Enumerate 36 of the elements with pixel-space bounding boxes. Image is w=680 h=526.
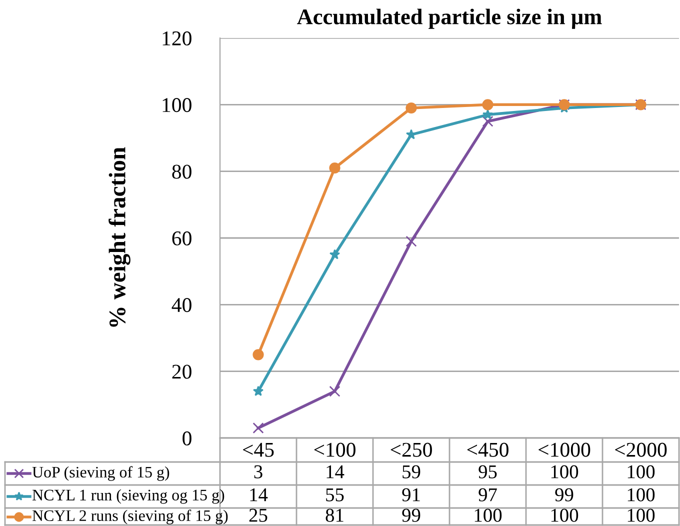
x-tick-label: <250: [390, 442, 432, 457]
data-label: 95: [478, 465, 497, 478]
x-tick-label: <45: [243, 442, 274, 457]
y-tick-label: 20: [172, 364, 192, 379]
data-label: 100: [551, 465, 578, 478]
data-label: 99: [555, 488, 574, 502]
y-tick-label: 0: [182, 431, 192, 446]
x-tick-label: <1000: [538, 442, 590, 457]
data-label: 100: [474, 508, 502, 522]
data-label: 55: [326, 488, 344, 502]
y-axis-title: % weight fraction: [108, 147, 130, 327]
data-label: 14: [326, 465, 344, 478]
data-label: 97: [478, 488, 497, 502]
data-label: 100: [551, 508, 578, 522]
data-label: 100: [628, 465, 655, 478]
y-tick-label: 120: [162, 31, 192, 46]
x-tick-label: <100: [314, 442, 356, 457]
y-tick-label: 100: [162, 98, 192, 112]
data-label: 100: [628, 488, 655, 502]
data-label: 14: [250, 488, 268, 502]
y-tick-label: 60: [172, 231, 192, 246]
data-label: 59: [402, 465, 420, 478]
x-tick-label: <2000: [615, 442, 667, 457]
y-tick-label: 80: [172, 164, 192, 179]
data-label: 99: [402, 508, 420, 522]
legend-label: UoP (sieving of 15 g): [32, 466, 170, 481]
y-tick-label: 40: [172, 298, 192, 312]
data-label: 91: [402, 488, 420, 502]
chart-title: Accumulated particle size in µm: [297, 8, 602, 29]
data-label: 3: [254, 465, 262, 478]
legend-label: NCYL 2 runs (sieving of 15 g): [32, 510, 228, 524]
legend-label: NCYL 1 run (sieving og 15 g): [32, 489, 224, 504]
x-tick-label: <450: [467, 442, 508, 457]
data-label: 81: [326, 508, 344, 522]
data-label: 100: [628, 508, 655, 522]
data-label: 25: [249, 508, 268, 522]
